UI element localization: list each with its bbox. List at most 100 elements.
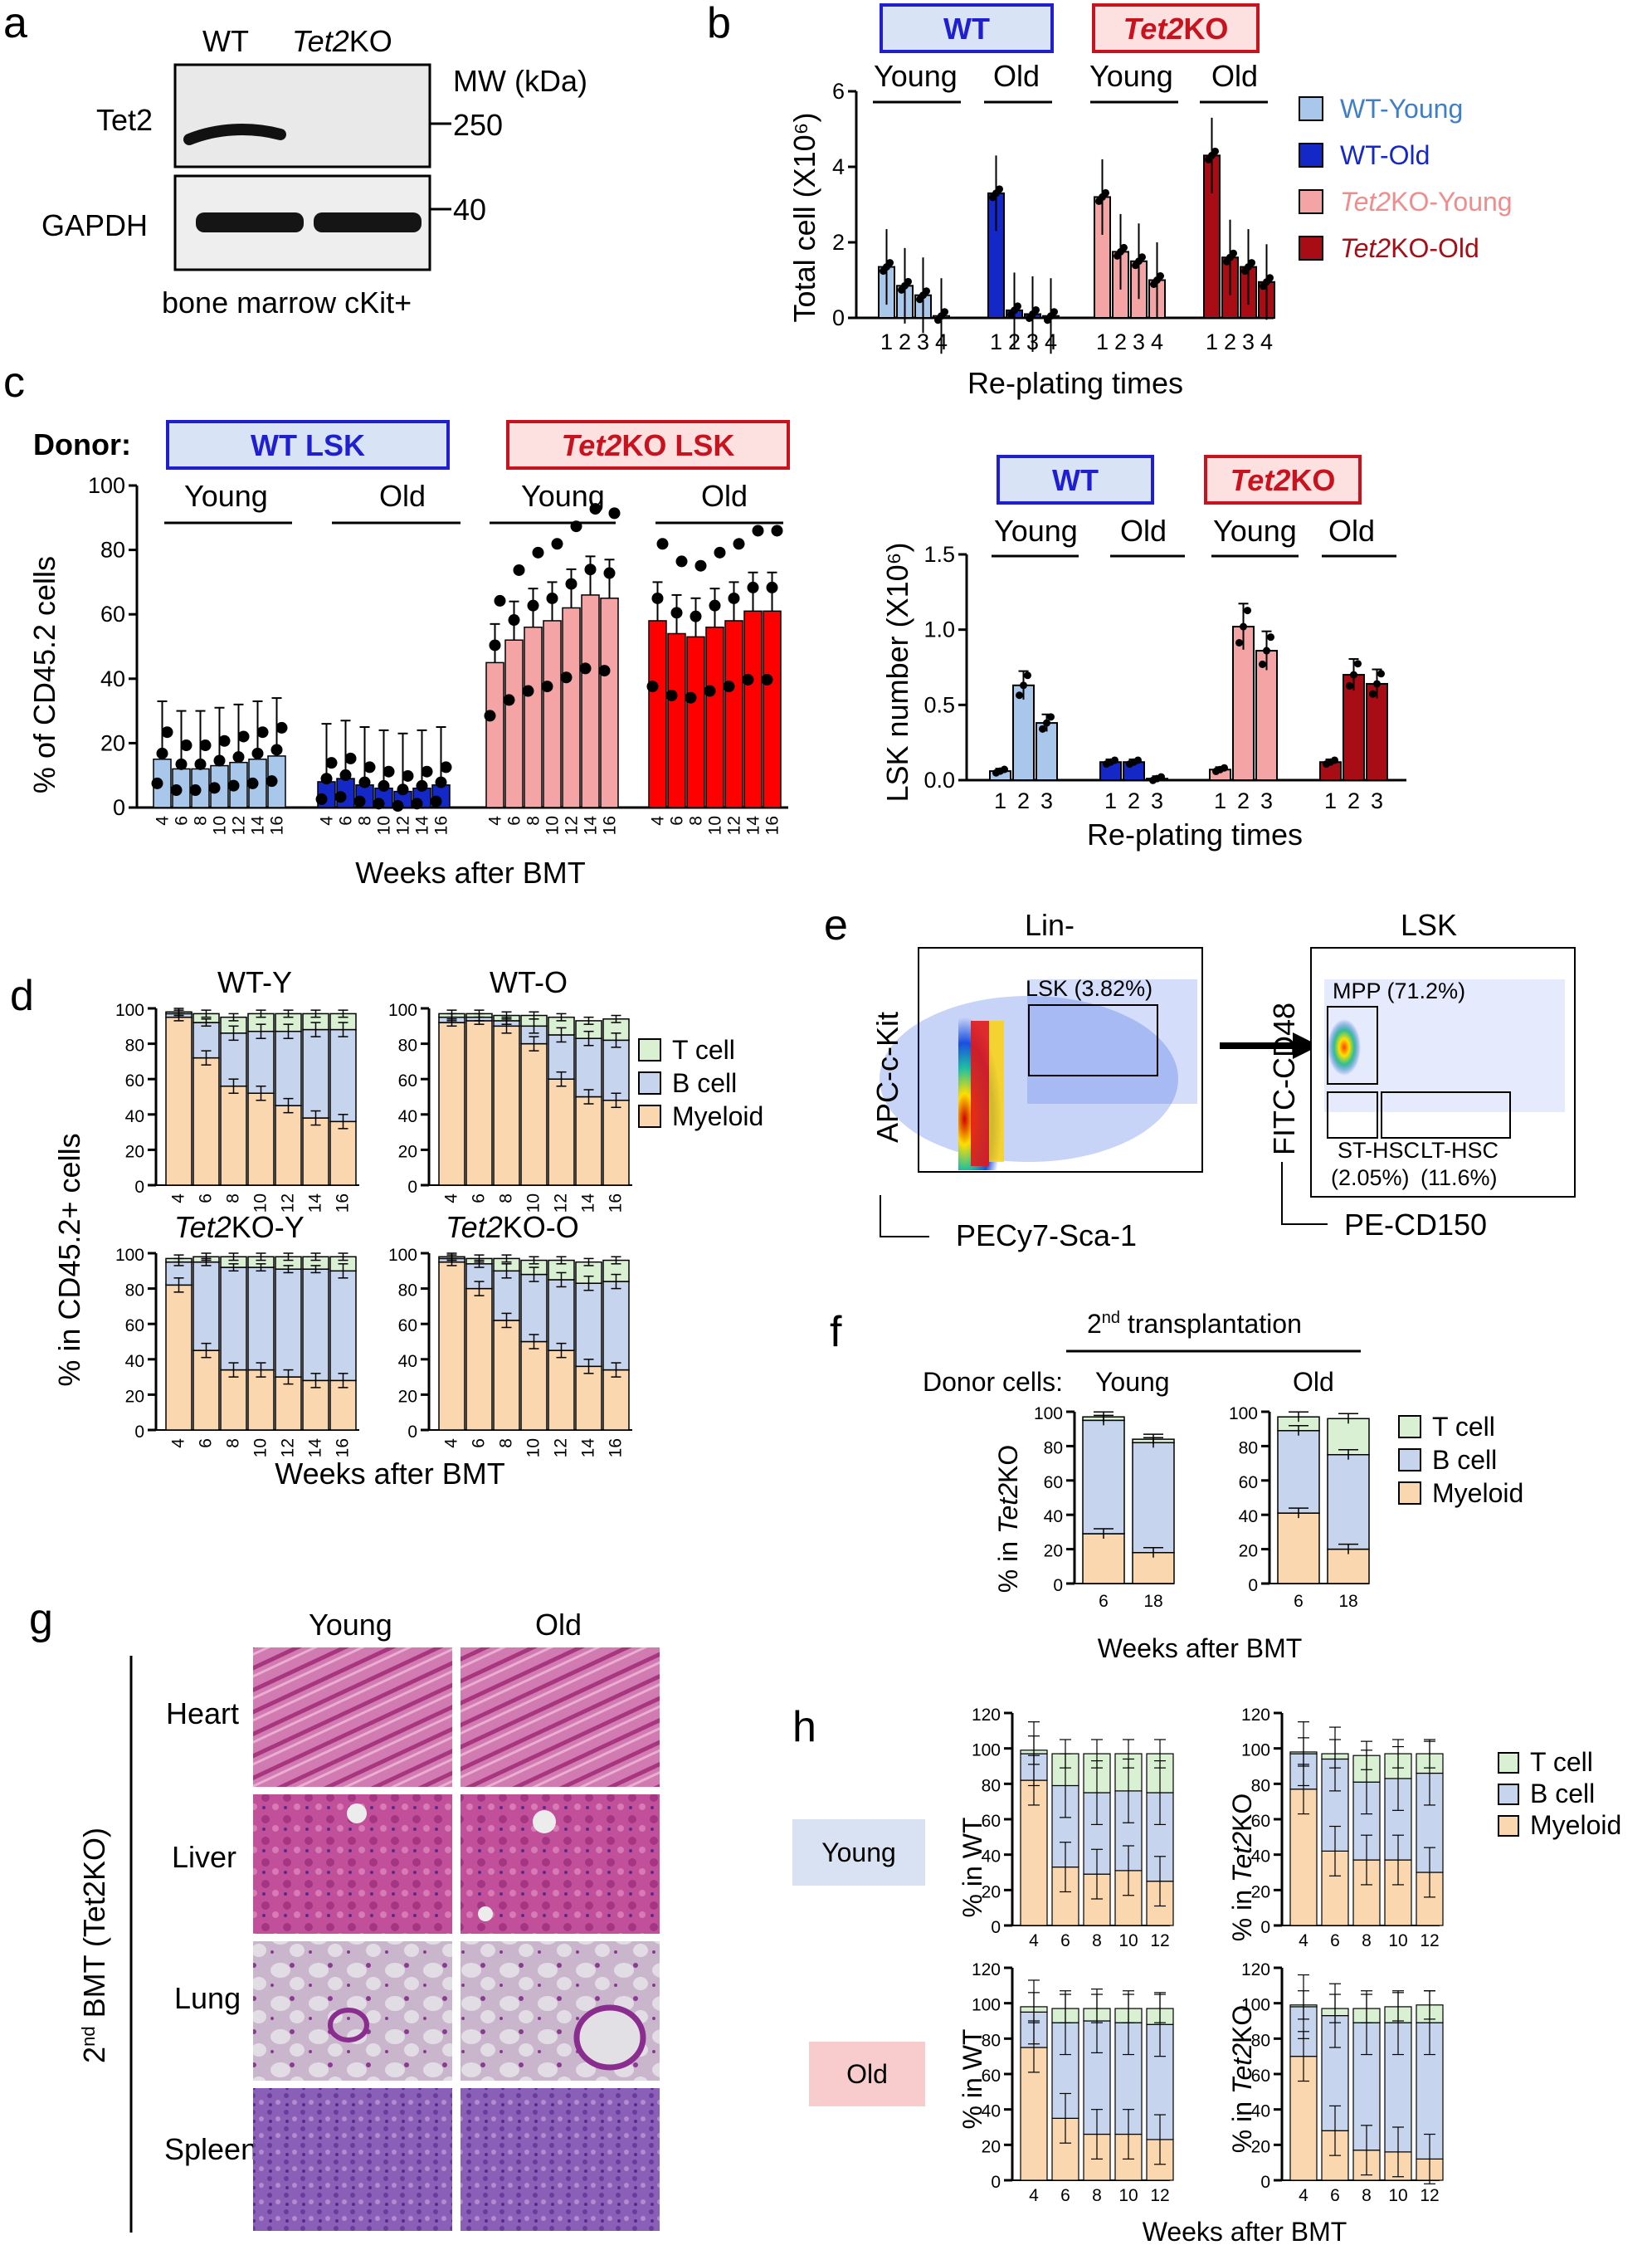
x-tick-label: 3: [1371, 788, 1383, 813]
x-tick-label: 6: [337, 816, 356, 826]
legend-swatch-tcell: [638, 1038, 661, 1061]
flow-ylabel-cd48: FITC-CD48: [1267, 1003, 1301, 1155]
bar-bcell: [602, 1281, 630, 1371]
panel-g: g Young Old 2nd BMT (Tet2KO) Heart Liver…: [29, 1595, 660, 2233]
y-label-b: Total cell (X10⁶): [787, 113, 821, 323]
x-tick-label: 10: [375, 816, 394, 835]
panel-label-d: d: [10, 972, 34, 1020]
legend-item: Tet2KO-Young: [1340, 187, 1513, 217]
bar: [724, 620, 743, 808]
row-heart: Heart: [166, 1696, 239, 1730]
box-wt-lsk-label: WT LSK: [251, 428, 365, 462]
data-point: [416, 779, 428, 792]
box-old: [809, 2042, 925, 2106]
box-wt: [997, 455, 1154, 505]
y-label-h: % in WT: [958, 1818, 987, 1918]
y-tick-label: 120: [972, 1960, 1001, 1979]
box-ko-label: Tet2KO: [1123, 12, 1229, 46]
data-point: [358, 776, 371, 788]
data-point: [675, 555, 688, 568]
x-tick-label: 10: [706, 816, 725, 835]
panel-label-g: g: [29, 1595, 53, 1643]
data-point: [484, 710, 496, 722]
x-tick-label: 12: [394, 816, 413, 835]
gate-mpp: [1327, 1006, 1378, 1085]
flow-density-mpp: [1328, 1019, 1361, 1076]
x-tick-label: 16: [334, 1438, 353, 1457]
x-tick-label: 3: [1026, 329, 1039, 354]
x-tick-label: 4: [442, 1193, 461, 1203]
x-tick-label: 18: [1143, 1592, 1162, 1611]
gate-lsk-label: LSK (3.82%): [1026, 976, 1153, 1001]
data-point: [1102, 188, 1109, 197]
bar: [524, 626, 543, 808]
x-tick-label: 6: [1330, 1931, 1340, 1950]
y-tick-label: 60: [100, 602, 125, 627]
col-old: Old: [535, 1608, 582, 1642]
bar-myeloid: [329, 1120, 357, 1186]
bar-bcell: [329, 1270, 357, 1382]
data-point: [175, 758, 188, 770]
subplot-title: WT-O: [490, 965, 568, 999]
data-point: [1354, 660, 1362, 668]
data-point: [646, 681, 659, 693]
x-tick-label: 16: [334, 1193, 353, 1213]
y-tick-label: 0.5: [923, 692, 955, 717]
x-tick-label: 16: [607, 1438, 626, 1457]
y-tick-label: 100: [1241, 1996, 1270, 2015]
x-tick-label: 2: [1347, 788, 1360, 813]
y-tick-label: 80: [1251, 1776, 1270, 1795]
x-tick-label: 1: [1214, 788, 1226, 813]
data-point: [733, 538, 745, 550]
x-tick-label: 18: [1338, 1592, 1357, 1611]
data-point: [656, 538, 669, 550]
data-point: [1050, 308, 1058, 316]
y-tick-label: 0: [134, 1178, 144, 1197]
data-point: [256, 726, 269, 739]
data-point: [270, 744, 283, 756]
bar-myeloid: [247, 1369, 275, 1431]
x-tick-label: 8: [1362, 2186, 1372, 2205]
data-point: [747, 581, 759, 593]
data-point: [430, 795, 442, 808]
bar: [1012, 684, 1035, 782]
x-tick-label: 10: [1118, 2186, 1138, 2205]
data-point: [560, 671, 573, 684]
box-old-label: Old: [846, 2059, 888, 2089]
group-young: Young: [994, 514, 1078, 548]
legend-myeloid: Myeloid: [1432, 1478, 1523, 1508]
y-tick-label: 80: [398, 1281, 417, 1301]
x-tick-label: 16: [432, 816, 451, 835]
bar-myeloid: [247, 1092, 275, 1186]
x-tick-label: 2: [1114, 329, 1127, 354]
flow-ylabel-ckit: APC-c-Kit: [870, 1012, 904, 1143]
x-tick-label: 10: [524, 1193, 543, 1213]
y-tick-label: 0: [991, 1918, 1001, 1937]
data-point: [1263, 647, 1270, 655]
x-tick-label: 14: [413, 816, 432, 836]
col-young: Young: [309, 1608, 392, 1642]
bar-bcell: [1132, 1442, 1175, 1554]
bar: [1232, 626, 1255, 781]
bar-myeloid: [275, 1105, 302, 1186]
data-point: [1138, 253, 1146, 261]
blot-caption: bone marrow cKit+: [162, 286, 412, 320]
data-point: [723, 681, 735, 693]
data-point: [435, 776, 447, 788]
data-point: [1016, 691, 1023, 700]
panel-label-f: f: [830, 1308, 842, 1356]
bar: [600, 598, 619, 808]
group-young-ko: Young: [1089, 59, 1173, 93]
data-point: [1235, 638, 1243, 647]
bar: [763, 610, 782, 808]
data-point: [904, 277, 912, 286]
x-tick-label: 8: [224, 1438, 243, 1448]
data-point: [1369, 690, 1377, 698]
bar-myeloid: [602, 1369, 630, 1431]
data-point: [546, 592, 558, 604]
gate-lt-label: LT-HSC: [1421, 1138, 1498, 1163]
bar-myeloid: [493, 1025, 520, 1186]
